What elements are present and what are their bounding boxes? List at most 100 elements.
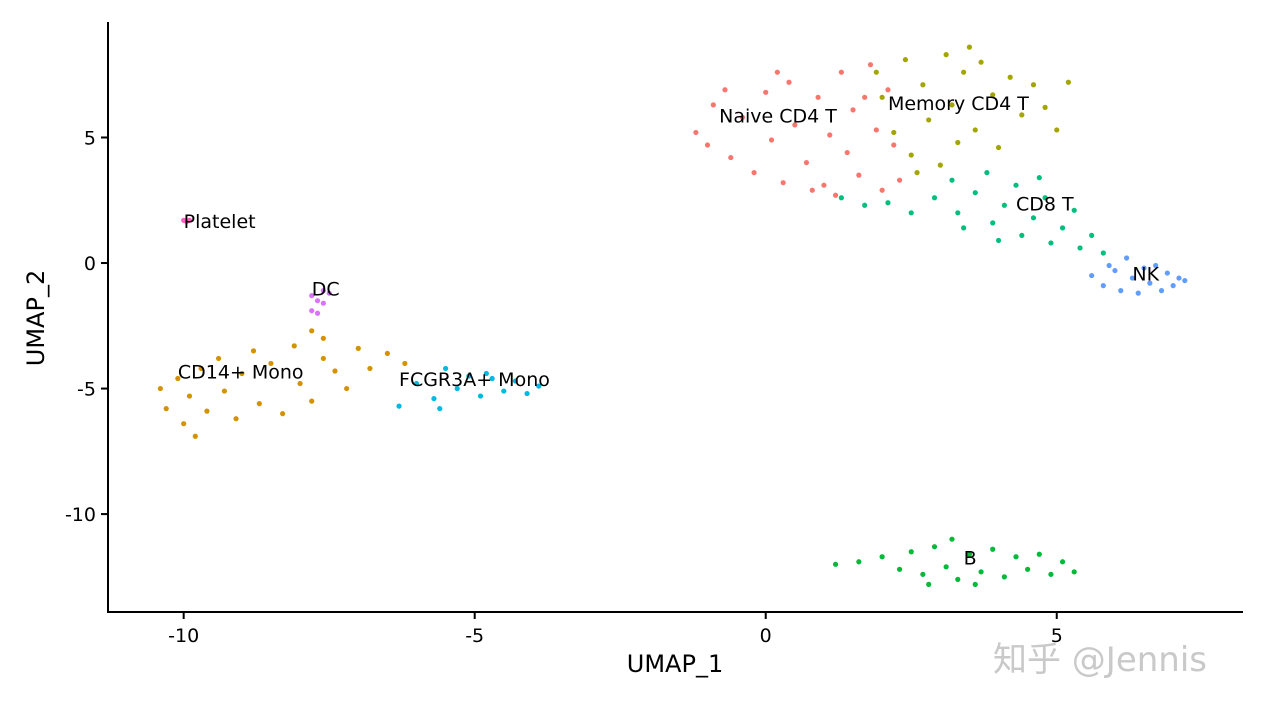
- point-cd8-t: [1089, 232, 1095, 239]
- point-cd14-mono: [186, 393, 193, 399]
- point-naive-cd4-t: [891, 142, 897, 148]
- point-cd8-t: [972, 190, 978, 196]
- point-memory-cd4-t: [955, 139, 961, 146]
- point-memory-cd4-t: [937, 162, 943, 168]
- point-fcgr3a-mono: [454, 385, 460, 392]
- point-naive-cd4-t: [704, 142, 711, 148]
- point-cd14-mono: [163, 406, 169, 412]
- point-naive-cd4-t: [832, 192, 839, 198]
- point-memory-cd4-t: [949, 102, 955, 108]
- point-dc: [309, 293, 315, 299]
- point-memory-cd4-t: [1019, 112, 1025, 118]
- point-cd14-mono: [280, 411, 286, 417]
- point-nk: [1170, 283, 1176, 289]
- point-b: [978, 569, 984, 575]
- point-cd8-t: [1042, 195, 1048, 201]
- point-cd14-mono: [181, 421, 187, 427]
- point-cd14-mono: [309, 398, 315, 404]
- point-dc: [320, 288, 326, 294]
- point-dc: [326, 290, 332, 296]
- point-memory-cd4-t: [943, 52, 949, 58]
- point-naive-cd4-t: [786, 79, 792, 85]
- point-fcgr3a-mono: [483, 370, 489, 377]
- cluster-label-nk: NK: [1132, 264, 1159, 286]
- point-nk: [1106, 262, 1112, 269]
- point-b: [1025, 566, 1031, 572]
- point-memory-cd4-t: [926, 117, 932, 123]
- point-cd8-t: [931, 195, 938, 201]
- point-fcgr3a-mono: [413, 380, 420, 387]
- point-cd14-mono: [309, 328, 315, 334]
- point-cd14-mono: [221, 388, 228, 394]
- point-b: [955, 576, 961, 582]
- point-cd8-t: [1036, 175, 1042, 181]
- y-tick-label: 5: [84, 127, 96, 149]
- cluster-labels-layer: Naive CD4 T Memory CD4 T CD8 T NK B CD14+ Mon…: [178, 93, 1160, 569]
- point-naive-cd4-t: [774, 69, 780, 75]
- cluster-label-b: B: [964, 547, 977, 569]
- point-cd8-t: [1071, 207, 1077, 213]
- point-fcgr3a-mono: [536, 383, 542, 389]
- point-naive-cd4-t: [873, 127, 879, 133]
- point-naive-cd4-t: [710, 102, 716, 108]
- point-nk: [1182, 277, 1188, 284]
- point-cd14-mono: [233, 416, 239, 422]
- point-naive-cd4-t: [763, 89, 769, 95]
- point-naive-cd4-t: [809, 187, 815, 193]
- point-naive-cd4-t: [867, 62, 874, 68]
- point-memory-cd4-t: [1030, 82, 1037, 88]
- point-fcgr3a-mono: [477, 393, 484, 399]
- x-tick-label: 0: [760, 625, 772, 647]
- point-b: [832, 561, 839, 567]
- point-cd14-mono: [192, 433, 198, 439]
- x-tick-label: -10: [168, 625, 199, 647]
- point-naive-cd4-t: [879, 187, 885, 193]
- points-layer: [157, 44, 1188, 587]
- point-dc: [314, 298, 321, 304]
- y-tick-label: 0: [84, 253, 96, 275]
- x-tick-label: 5: [1051, 625, 1063, 647]
- cluster-label-naive-cd4-t: Naive CD4 T: [719, 105, 837, 127]
- point-memory-cd4-t: [966, 44, 973, 50]
- point-b: [920, 571, 926, 577]
- point-naive-cd4-t: [844, 149, 850, 156]
- point-memory-cd4-t: [978, 59, 984, 65]
- point-cd8-t: [1030, 215, 1037, 221]
- point-fcgr3a-mono: [524, 390, 530, 397]
- point-cd14-mono: [198, 365, 204, 372]
- point-memory-cd4-t: [972, 127, 978, 133]
- cluster-label-memory-cd4-t: Memory CD4 T: [888, 93, 1029, 115]
- point-nk: [1158, 288, 1165, 294]
- point-naive-cd4-t: [896, 177, 903, 183]
- y-axis-title: UMAP_2: [22, 270, 50, 366]
- point-memory-cd4-t: [908, 152, 914, 158]
- point-dc: [314, 310, 321, 316]
- cluster-label-cd14-mono: CD14+ Mono: [178, 362, 304, 384]
- cluster-label-dc: DC: [312, 279, 340, 301]
- point-memory-cd4-t: [1042, 104, 1048, 110]
- point-naive-cd4-t: [803, 159, 810, 166]
- point-nk: [1141, 265, 1147, 271]
- point-cd14-mono: [355, 345, 361, 351]
- watermark-text: 知乎 @Jennis: [993, 640, 1208, 680]
- point-cd8-t: [1019, 232, 1025, 239]
- point-b: [972, 581, 978, 587]
- point-b: [879, 554, 885, 560]
- point-cd14-mono: [215, 355, 222, 362]
- point-nk: [1123, 255, 1130, 261]
- point-cd8-t: [1059, 225, 1066, 231]
- point-nk: [1147, 280, 1153, 286]
- point-naive-cd4-t: [838, 69, 844, 75]
- point-cd8-t: [885, 200, 891, 206]
- point-cd8-t: [1100, 250, 1106, 256]
- point-fcgr3a-mono: [489, 375, 495, 382]
- point-cd14-mono: [367, 365, 373, 372]
- point-nk: [1118, 288, 1124, 294]
- point-cd14-mono: [239, 370, 245, 377]
- point-cd8-t: [1001, 202, 1007, 208]
- point-nk: [1176, 275, 1182, 281]
- point-cd8-t: [990, 220, 996, 226]
- point-b: [931, 544, 938, 550]
- point-cd8-t: [862, 202, 868, 208]
- point-memory-cd4-t: [920, 82, 926, 88]
